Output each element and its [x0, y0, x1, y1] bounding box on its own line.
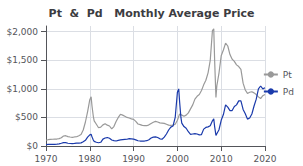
- svg-text:2010: 2010: [210, 154, 233, 164]
- svg-text:Pt & Pd Monthly Average Pr: Pt & Pd Monthly Average Price: [49, 7, 255, 20]
- svg-text:Pt: Pt: [283, 70, 292, 80]
- svg-text:1970: 1970: [35, 154, 58, 164]
- svg-text:1990: 1990: [122, 154, 145, 164]
- svg-text:$2,000: $2,000: [7, 27, 39, 37]
- svg-text:Pd: Pd: [283, 87, 294, 97]
- svg-text:$1,500: $1,500: [7, 55, 39, 65]
- svg-text:$0: $0: [27, 141, 39, 151]
- svg-text:$500: $500: [15, 112, 38, 122]
- svg-text:2000: 2000: [166, 154, 189, 164]
- svg-text:1980: 1980: [78, 154, 101, 164]
- svg-text:2020: 2020: [254, 154, 277, 164]
- svg-text:$1,000: $1,000: [7, 84, 39, 94]
